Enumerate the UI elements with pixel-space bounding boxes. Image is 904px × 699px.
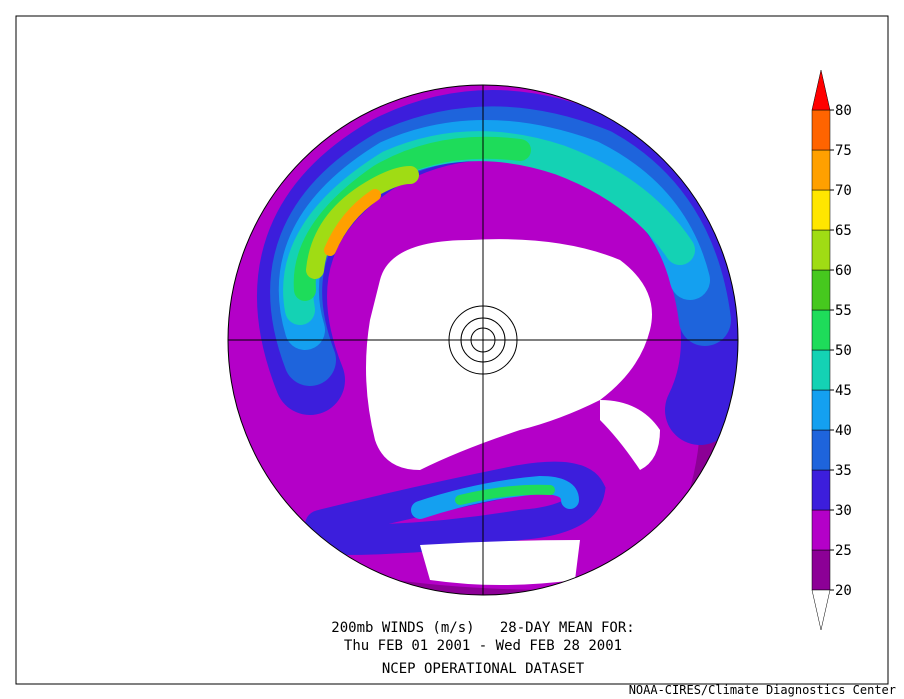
colorbar-label: 70 (835, 183, 852, 199)
colorbar-label: 35 (835, 463, 852, 479)
colorbar-under (811, 589, 831, 631)
colorbar-label: 25 (835, 543, 852, 559)
colorbar-bin (811, 149, 831, 191)
colorbar-bin (811, 469, 831, 511)
colorbar-label: 75 (835, 143, 852, 159)
colorbar-bin (811, 349, 831, 391)
caption: Thu FEB 01 2001 - Wed FEB 28 2001 (344, 638, 622, 654)
colorbar-label: 55 (835, 303, 852, 319)
colorbar-bin (811, 109, 831, 151)
colorbar-bin (811, 549, 831, 591)
colorbar-bin (811, 189, 831, 231)
colorbar-label: 45 (835, 383, 852, 399)
colorbar-over (811, 69, 831, 111)
colorbar-label: 20 (835, 583, 852, 599)
colorbar-bin (811, 509, 831, 551)
colorbar-bin (811, 429, 831, 471)
colorbar-bin (811, 229, 831, 271)
caption: 200mb WINDS (m/s) 28-DAY MEAN FOR: (331, 620, 634, 636)
map-border (227, 84, 739, 596)
colorbar-bin (811, 309, 831, 351)
credit: NOAA-CIRES/Climate Diagnostics Center (629, 683, 896, 697)
caption: NCEP OPERATIONAL DATASET (382, 661, 585, 677)
colorbar-label: 30 (835, 503, 852, 519)
colorbar-bin (811, 269, 831, 311)
colorbar-bin (811, 389, 831, 431)
colorbar: 20 25 30 35 40 45 50 55 60 65 70 75 80 (811, 69, 852, 631)
colorbar-label: 40 (835, 423, 852, 439)
colorbar-label: 65 (835, 223, 852, 239)
colorbar-label: 60 (835, 263, 852, 279)
colorbar-label: 50 (835, 343, 852, 359)
colorbar-label: 80 (835, 103, 852, 119)
